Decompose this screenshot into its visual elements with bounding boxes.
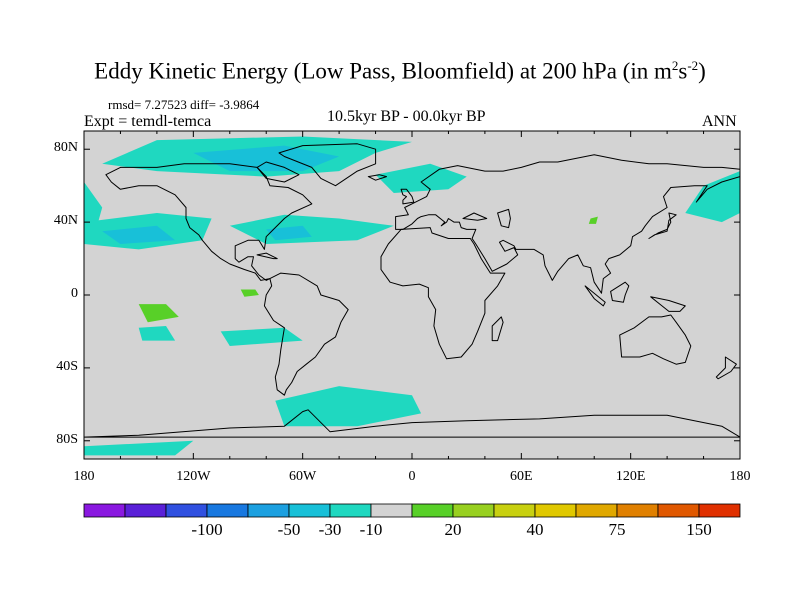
anomaly-region-pacific-mid-core xyxy=(102,225,176,244)
anomaly-region-atlantic-mid-core xyxy=(266,225,312,241)
coastline-caspian-sea xyxy=(497,208,511,229)
x-tick-label: 60E xyxy=(510,469,533,484)
coastline-new-guinea xyxy=(650,296,686,312)
colorbar-swatch xyxy=(411,503,454,518)
colorbar-label: 150 xyxy=(686,520,712,539)
coastline-africa xyxy=(380,227,506,360)
colorbar-swatch xyxy=(493,503,536,518)
coastline-cuba xyxy=(256,252,278,260)
colorbar-swatch xyxy=(452,503,495,518)
x-tick-label: 180 xyxy=(73,469,95,484)
coastline-iceland xyxy=(367,174,387,181)
colorbar-label: 75 xyxy=(608,520,626,539)
anomaly-region-south-west-pacific-small xyxy=(84,440,194,456)
colorbar-swatch xyxy=(124,503,167,518)
anomaly-region-asia-positive xyxy=(588,216,598,224)
colorbar-swatch xyxy=(247,503,290,518)
x-tick-label: 180 xyxy=(729,469,751,484)
colorbar-label: -10 xyxy=(359,520,383,539)
anomaly-region-north-atlantic-east xyxy=(375,163,467,193)
colorbar-label: -50 xyxy=(277,520,301,539)
anomaly-region-tropical-pacific-positive xyxy=(138,304,179,323)
anomaly-region-atlantic-mid xyxy=(229,214,394,244)
coastline-sumatra xyxy=(584,285,606,307)
colorbar-label: -30 xyxy=(318,520,342,539)
coastline-eurasia xyxy=(395,154,740,294)
colorbar-swatch xyxy=(534,503,577,518)
y-tick-label: 40N xyxy=(53,213,78,229)
coastline-greenland xyxy=(278,143,377,187)
colorbar-swatch xyxy=(206,503,249,518)
colorbar-swatch xyxy=(575,503,618,518)
colorbar-swatch xyxy=(165,503,208,518)
coastline-new-zealand xyxy=(715,356,737,380)
anomaly-region-south-pacific-small xyxy=(138,326,176,341)
colorbar-swatch xyxy=(329,503,372,518)
coastline-great-britain xyxy=(400,188,415,205)
anomaly-region-southern-ocean xyxy=(275,386,422,427)
colorbar-swatch xyxy=(83,503,126,518)
coastline-australia xyxy=(619,314,692,365)
coastline-north-america xyxy=(105,163,313,281)
coastline-madagascar xyxy=(491,316,504,342)
x-tick-label: 120E xyxy=(615,469,646,484)
coastline-antarctica xyxy=(84,409,740,438)
anomaly-region-arctic-core xyxy=(193,145,340,172)
colorbar-swatch xyxy=(657,503,700,518)
y-tick-label: 0 xyxy=(71,286,78,301)
colorbar-swatch xyxy=(698,503,741,518)
coastline-baffin-island xyxy=(256,161,300,183)
x-tick-label: 120W xyxy=(176,469,211,484)
x-tick-label: 0 xyxy=(408,469,416,484)
experiment-label: Expt = temdl-temca xyxy=(84,113,212,130)
anomaly-region-north-pacific-east xyxy=(685,171,740,223)
chart-title: Eddy Kinetic Energy (Low Pass, Bloomfiel… xyxy=(94,58,706,84)
y-tick-label: 40S xyxy=(56,358,78,374)
y-tick-label: 80S xyxy=(56,431,78,447)
period-label: 10.5kyr BP - 00.0kyr BP xyxy=(327,108,486,125)
coastline-japan xyxy=(648,212,677,239)
colorbar-swatch xyxy=(370,503,413,518)
coastline-black-sea xyxy=(462,212,488,221)
coastline-borneo xyxy=(610,281,630,303)
colorbar-swatch xyxy=(288,503,331,518)
colorbar-label: 40 xyxy=(526,520,544,539)
y-tick-label: 80N xyxy=(53,140,78,156)
colorbar-swatch xyxy=(616,503,659,518)
coastline-south-america xyxy=(263,272,349,396)
x-tick-label: 60W xyxy=(289,469,317,484)
season-label: ANN xyxy=(702,113,737,130)
colorbar-label: -100 xyxy=(191,520,223,539)
stats-text: rmsd= 7.27523 diff= -3.9864 xyxy=(108,97,260,112)
anomaly-region-tropical-atlantic-positive xyxy=(240,289,259,297)
colorbar-label: 20 xyxy=(444,520,462,539)
